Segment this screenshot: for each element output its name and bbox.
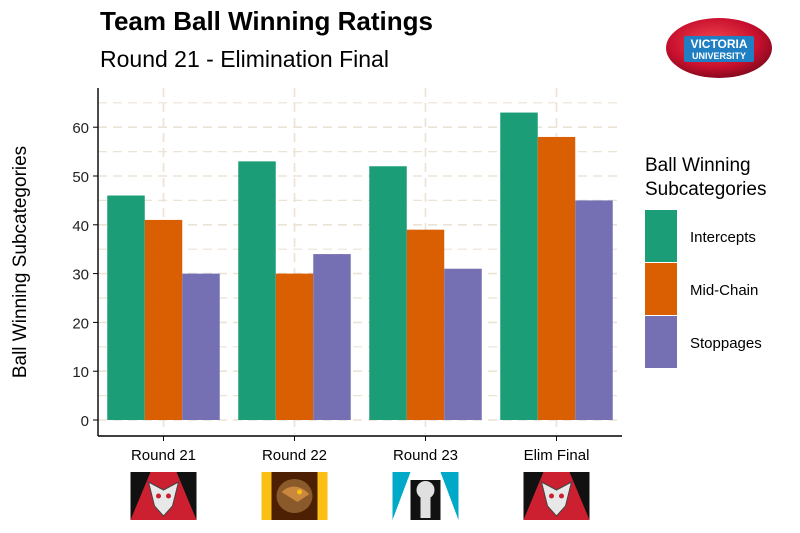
x-tick-label: Round 23 — [393, 447, 458, 464]
bar-intercepts — [500, 112, 538, 420]
y-tick-label: 30 — [72, 267, 89, 284]
legend-label: Stoppages — [690, 335, 762, 352]
bars — [107, 112, 613, 421]
x-tick-label: Round 21 — [131, 447, 196, 464]
axes — [93, 88, 622, 441]
legend-key-stoppages — [645, 316, 677, 368]
bar-mid-chain — [406, 229, 445, 420]
victoria-university-logo: VICTORIA UNIVERSITY — [666, 18, 772, 78]
bar-intercepts — [238, 161, 276, 421]
legend: Ball Winning Subcategories Intercepts Mid… — [645, 155, 766, 368]
chart-subtitle: Round 21 - Elimination Final — [100, 46, 389, 72]
y-tick-label: 60 — [72, 120, 89, 137]
legend-key-intercepts — [645, 210, 677, 262]
bar-intercepts — [107, 195, 145, 420]
y-axis-label: Ball Winning Subcategories — [10, 146, 31, 378]
y-tick-labels: 0 10 20 30 40 50 60 — [72, 120, 89, 430]
bar-mid-chain — [144, 219, 183, 420]
bar-stoppages — [313, 254, 351, 420]
legend-key-mid-chain — [645, 263, 677, 315]
bar-mid-chain — [275, 273, 314, 420]
bar-stoppages — [182, 273, 220, 420]
y-tick-label: 50 — [72, 169, 89, 186]
legend-label: Mid-Chain — [690, 282, 758, 299]
chart-title: Team Ball Winning Ratings — [100, 6, 433, 36]
x-tick-label: Elim Final — [524, 447, 590, 464]
y-tick-label: 10 — [72, 364, 89, 381]
hawks-logo — [261, 472, 328, 520]
power-logo — [392, 472, 459, 520]
legend-title-line1: Ball Winning — [645, 155, 751, 176]
logo-line1: VICTORIA — [690, 37, 747, 51]
team-logos — [130, 472, 590, 520]
bombers-logo — [523, 472, 590, 520]
y-tick-label: 20 — [72, 315, 89, 332]
bar-stoppages — [444, 268, 482, 420]
legend-title-line2: Subcategories — [645, 179, 766, 200]
bar-stoppages — [575, 200, 613, 420]
y-tick-label: 40 — [72, 218, 89, 235]
bombers-logo — [130, 472, 197, 520]
bar-mid-chain — [537, 136, 576, 420]
logo-line2: UNIVERSITY — [692, 51, 746, 61]
legend-label: Intercepts — [690, 229, 756, 246]
bar-intercepts — [369, 166, 407, 420]
y-tick-label: 0 — [81, 413, 89, 430]
x-tick-labels: Round 21 Round 22 Round 23 Elim Final — [131, 447, 589, 464]
x-tick-label: Round 22 — [262, 447, 327, 464]
